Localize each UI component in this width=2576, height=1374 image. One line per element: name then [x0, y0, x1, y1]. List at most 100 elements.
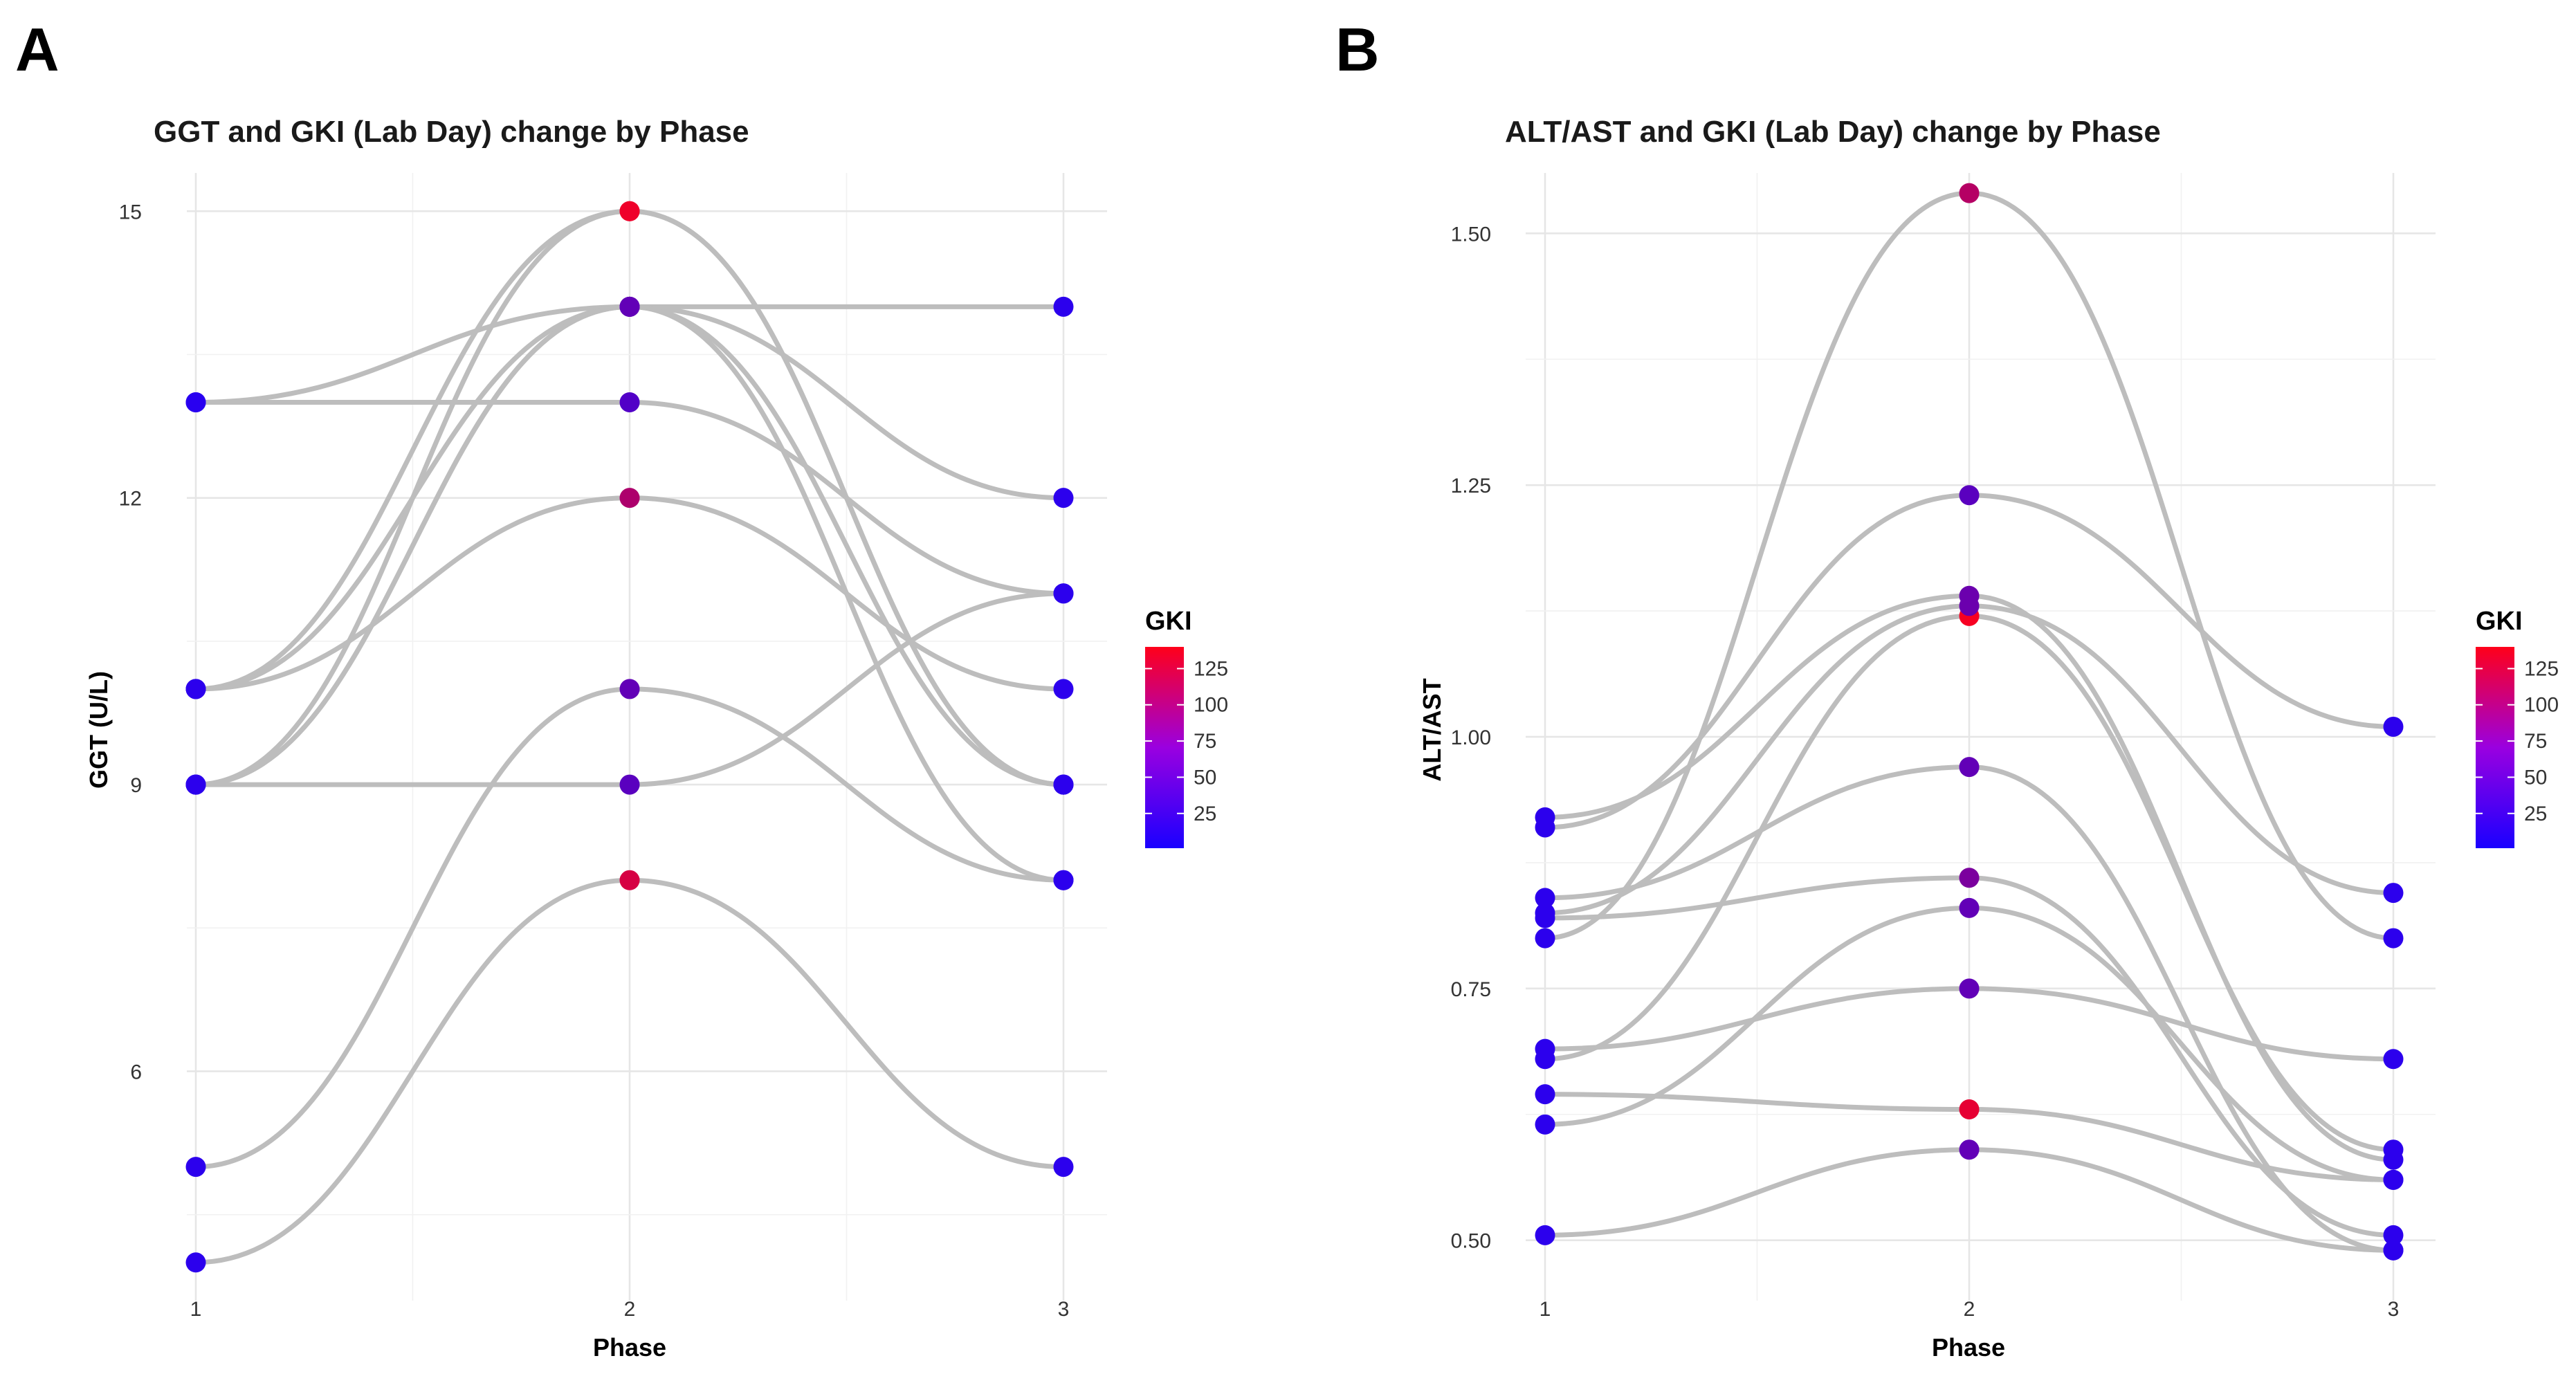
- x-axis-title-a: Phase: [593, 1333, 666, 1362]
- data-point: [619, 392, 640, 413]
- data-point: [185, 774, 206, 795]
- series-curve: [193, 686, 1066, 1170]
- points-b: [1535, 183, 2404, 1261]
- panel-label-a: A: [15, 15, 60, 84]
- series-curve: [193, 591, 1066, 787]
- gridlines-b: [1526, 173, 2436, 1301]
- data-point: [1535, 1225, 1555, 1245]
- data-point: [2383, 1139, 2404, 1160]
- y-tick-label: 15: [119, 201, 142, 223]
- chart-title-b: ALT/AST and GKI (Lab Day) change by Phas…: [1505, 115, 2161, 149]
- series-curve: [1542, 764, 2396, 1253]
- y-tick-label: 12: [119, 488, 142, 511]
- data-point: [619, 774, 640, 795]
- data-point: [1535, 888, 1555, 908]
- x-tick-labels-b: 1 2 3: [1540, 1298, 2400, 1321]
- y-tick-label: 1.50: [1451, 223, 1491, 246]
- data-point: [2383, 883, 2404, 904]
- gridlines-a: [187, 173, 1107, 1301]
- legend-tick-label: 100: [2524, 694, 2559, 717]
- data-point: [2383, 1240, 2404, 1261]
- y-tick-labels-b: 0.50 0.75 1.00 1.25 1.50: [1451, 223, 1491, 1252]
- legend-tick-label: 125: [1194, 657, 1228, 680]
- panel-b: B ALT/AST and GKI (Lab Day) change by Ph…: [1335, 15, 2559, 1362]
- data-point: [1053, 870, 1074, 890]
- data-point: [619, 201, 640, 221]
- gki-legend-b: GKI 125 100 75 50 25: [2476, 607, 2559, 848]
- legend-title-a: GKI: [1145, 607, 1192, 636]
- legend-ticks-a: 125 100 75 50 25: [1145, 657, 1228, 825]
- panel-a: A GGT and GKI (Lab Day) change by Phase …: [15, 15, 1228, 1362]
- data-point: [1959, 1099, 1980, 1119]
- data-point: [1959, 757, 1980, 778]
- data-point: [619, 296, 640, 317]
- data-point: [619, 488, 640, 509]
- data-point: [1535, 1084, 1555, 1105]
- legend-tick-label: 75: [1194, 730, 1216, 753]
- chart-title-a: GGT and GKI (Lab Day) change by Phase: [154, 115, 749, 149]
- y-tick-labels-a: 6 9 12 15: [119, 201, 142, 1083]
- data-point: [1959, 978, 1980, 999]
- data-point: [619, 679, 640, 699]
- data-point: [2383, 1049, 2404, 1070]
- data-point: [1535, 807, 1555, 827]
- data-point: [2383, 1225, 2404, 1245]
- data-point: [619, 870, 640, 890]
- x-tick-label: 2: [1964, 1298, 1975, 1321]
- legend-tick-label: 50: [1194, 766, 1216, 789]
- data-point: [1535, 1114, 1555, 1135]
- data-point: [1053, 679, 1074, 699]
- data-point: [185, 679, 206, 699]
- data-point: [1053, 1157, 1074, 1178]
- data-point: [1535, 1038, 1555, 1059]
- y-tick-label: 6: [130, 1061, 142, 1083]
- data-point: [1053, 296, 1074, 317]
- panel-label-b: B: [1335, 15, 1380, 84]
- legend-tick-label: 25: [1194, 803, 1216, 825]
- x-tick-label: 1: [190, 1298, 202, 1321]
- legend-colorbar-a: [1145, 647, 1184, 848]
- legend-tick-label: 25: [2524, 803, 2547, 825]
- data-point: [2383, 928, 2404, 949]
- data-point: [185, 1157, 206, 1178]
- series-curve: [193, 400, 1066, 596]
- data-point: [1053, 583, 1074, 604]
- data-point: [185, 1252, 206, 1273]
- legend-ticks-b: 125 100 75 50 25: [2476, 657, 2559, 825]
- data-point: [1959, 485, 1980, 506]
- gki-legend-a: GKI 125 100 75 50 25: [1145, 607, 1228, 848]
- y-tick-label: 9: [130, 774, 142, 797]
- legend-tick-label: 100: [1194, 694, 1228, 717]
- data-point: [1535, 928, 1555, 949]
- y-tick-label: 0.50: [1451, 1230, 1491, 1253]
- data-point: [1959, 897, 1980, 918]
- legend-tick-label: 50: [2524, 766, 2547, 789]
- y-axis-title-b: ALT/AST: [1418, 678, 1446, 781]
- points-a: [185, 201, 1074, 1273]
- x-tick-label: 2: [624, 1298, 636, 1321]
- y-tick-label: 1.00: [1451, 726, 1491, 749]
- data-point: [2383, 716, 2404, 737]
- x-tick-label: 3: [2388, 1298, 2400, 1321]
- data-point: [185, 392, 206, 413]
- legend-tick-label: 125: [2524, 657, 2559, 680]
- legend-colorbar-b: [2476, 647, 2514, 848]
- data-point: [1959, 1139, 1980, 1160]
- x-tick-label: 3: [1058, 1298, 1070, 1321]
- y-tick-label: 1.25: [1451, 475, 1491, 497]
- data-point: [1959, 596, 1980, 616]
- x-tick-label: 1: [1540, 1298, 1551, 1321]
- data-point: [1053, 774, 1074, 795]
- x-axis-title-b: Phase: [1932, 1333, 2005, 1362]
- legend-tick-label: 75: [2524, 730, 2547, 753]
- legend-title-b: GKI: [2476, 607, 2523, 636]
- data-point: [1053, 488, 1074, 509]
- y-axis-title-a: GGT (U/L): [84, 671, 113, 789]
- data-point: [2383, 1169, 2404, 1190]
- y-tick-label: 0.75: [1451, 978, 1491, 1001]
- data-point: [1959, 868, 1980, 888]
- x-tick-labels-a: 1 2 3: [190, 1298, 1070, 1321]
- data-point: [1535, 903, 1555, 924]
- data-point: [1959, 183, 1980, 203]
